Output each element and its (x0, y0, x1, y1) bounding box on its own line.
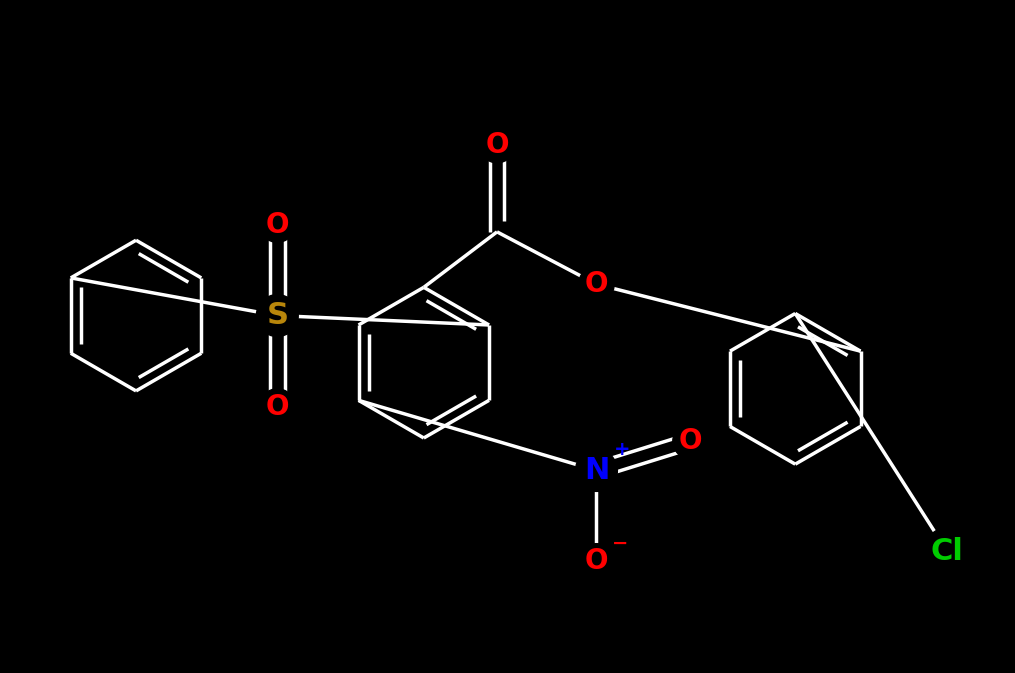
Circle shape (579, 267, 614, 302)
Text: O: O (266, 392, 289, 421)
Text: O: O (585, 547, 608, 575)
Text: Cl: Cl (931, 536, 963, 565)
Text: −: − (612, 534, 628, 553)
Circle shape (673, 423, 708, 459)
Text: O: O (485, 131, 509, 159)
Circle shape (579, 544, 614, 579)
Circle shape (479, 127, 515, 163)
Text: O: O (585, 270, 608, 298)
Circle shape (260, 207, 295, 242)
Circle shape (257, 295, 298, 336)
Circle shape (260, 389, 295, 425)
Circle shape (924, 528, 970, 574)
Circle shape (576, 450, 617, 491)
Text: O: O (266, 211, 289, 238)
Text: S: S (266, 301, 288, 330)
Text: +: + (614, 440, 631, 459)
Text: O: O (679, 427, 702, 455)
Text: N: N (584, 456, 609, 485)
